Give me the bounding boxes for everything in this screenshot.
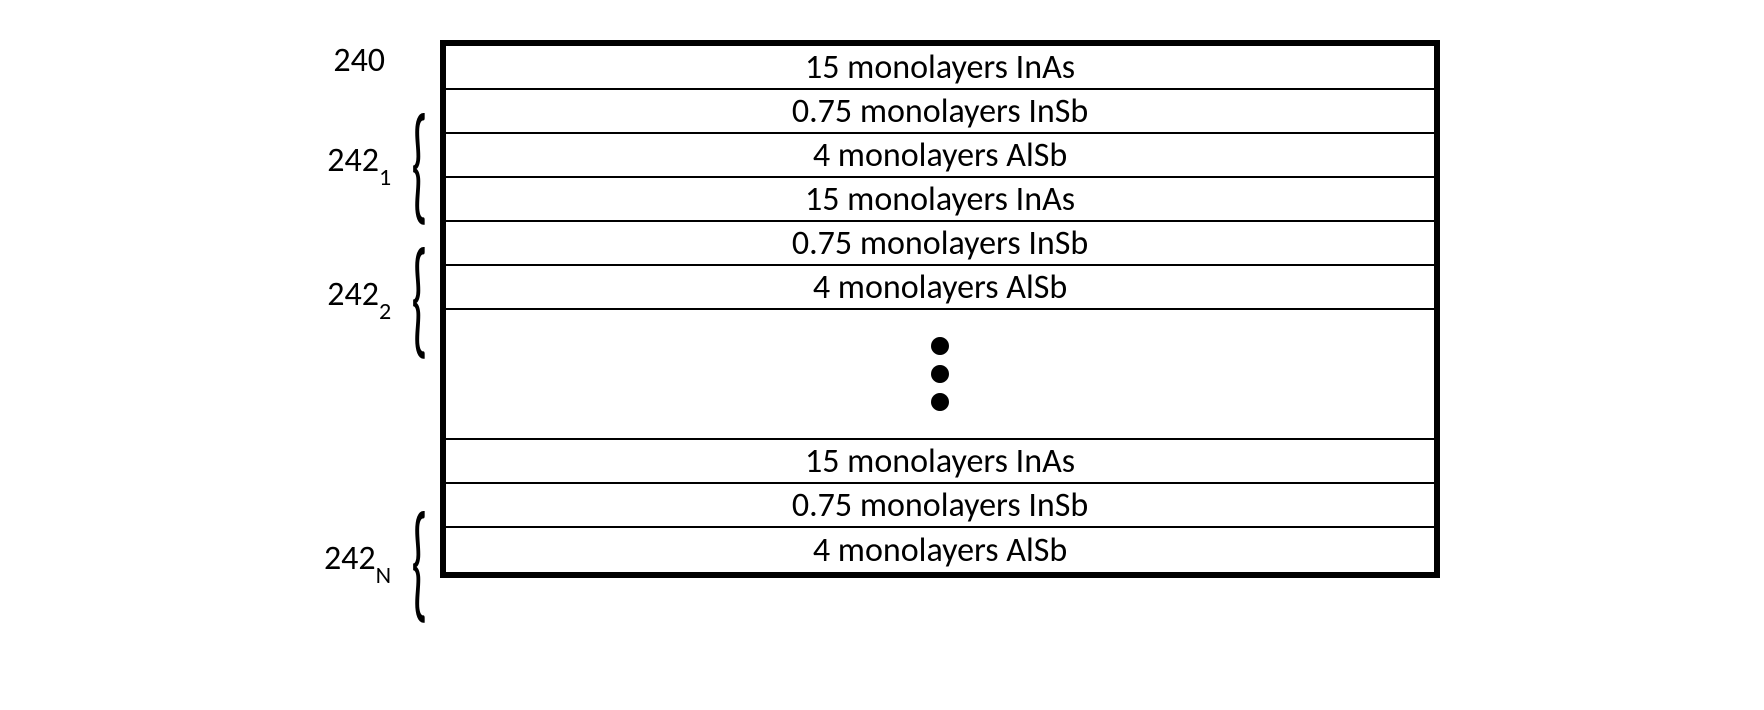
- structure-label: 240: [333, 40, 420, 81]
- group-label-n-subscript: N: [376, 561, 392, 590]
- dot: [931, 337, 949, 355]
- group-label-2-subscript: 2: [379, 297, 391, 326]
- group-label-n-prefix: 242: [324, 538, 376, 579]
- layer-row: 4 monolayers AlSb: [446, 134, 1434, 178]
- layer-row: 15 monolayers InAs: [446, 178, 1434, 222]
- layer-row: 0.75 monolayers InSb: [446, 90, 1434, 134]
- dot: [931, 365, 949, 383]
- group-label-n-wrapper: 242N {: [324, 494, 420, 628]
- superlattice-diagram: 240 2421 { 2422 {: [324, 40, 1440, 628]
- layer-row: 15 monolayers InAs: [446, 440, 1434, 484]
- group-label-1-prefix: 242: [327, 140, 379, 181]
- group-label-1: 2421: [327, 140, 391, 186]
- group-label-1-wrapper: 2421 {: [324, 96, 420, 230]
- group-labels-column: 2421 { 2422 { 242N: [324, 96, 420, 628]
- group-label-2-prefix: 242: [327, 274, 379, 315]
- group-label-n: 242N: [324, 538, 391, 584]
- ellipsis-spacer: [446, 310, 1434, 440]
- layer-row: 4 monolayers AlSb: [446, 266, 1434, 310]
- layer-row: 15 monolayers InAs: [446, 46, 1434, 90]
- brace-icon-n: {: [411, 506, 427, 617]
- vertical-ellipsis-icon: [931, 337, 949, 411]
- layer-stack: 15 monolayers InAs 0.75 monolayers InSb …: [440, 40, 1440, 578]
- layer-row: 0.75 monolayers InSb: [446, 484, 1434, 528]
- group-label-2-wrapper: 2422 {: [324, 230, 420, 364]
- brace-icon-2: {: [411, 242, 427, 353]
- group-label-2: 2422: [327, 274, 391, 320]
- dot: [931, 393, 949, 411]
- left-labels-column: 240 2421 { 2422 {: [324, 40, 420, 628]
- group-label-1-subscript: 1: [379, 163, 391, 192]
- brace-icon-1: {: [411, 108, 427, 219]
- layer-row: 4 monolayers AlSb: [446, 528, 1434, 572]
- label-spacer: [324, 364, 420, 494]
- layer-row: 0.75 monolayers InSb: [446, 222, 1434, 266]
